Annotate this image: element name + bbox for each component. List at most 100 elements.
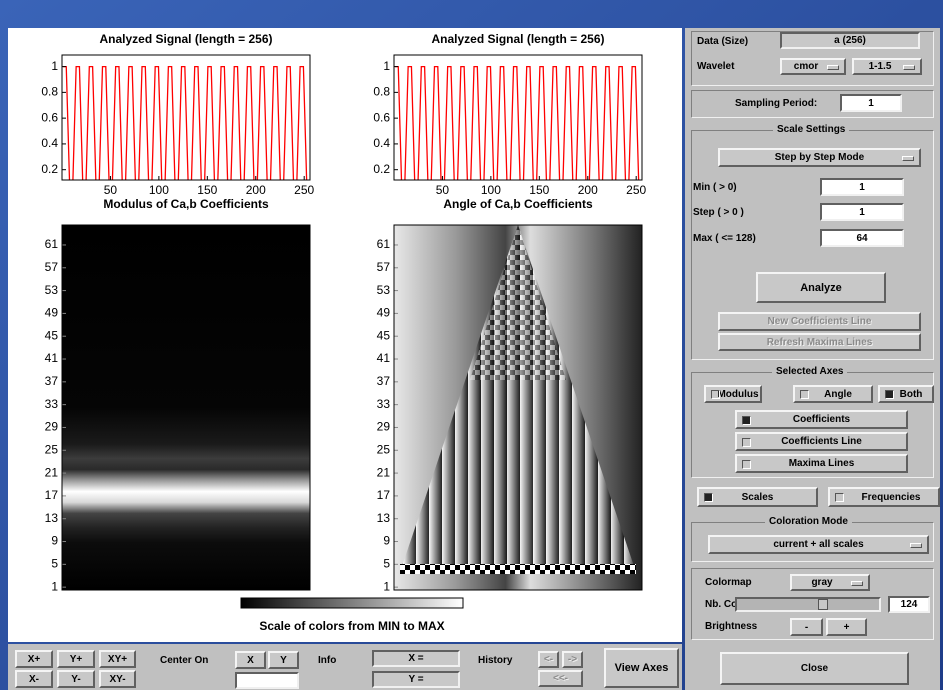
brightness-label: Brightness bbox=[705, 618, 757, 635]
center-field[interactable] bbox=[235, 672, 299, 689]
plot-title: Angle of Ca,b Coefficients bbox=[443, 197, 593, 211]
min-label: Min ( > 0) bbox=[693, 179, 737, 196]
xminus-button[interactable]: X- bbox=[15, 670, 53, 688]
nbcolors-slider[interactable] bbox=[735, 597, 881, 612]
modulus-radio[interactable]: Modulus bbox=[704, 385, 762, 403]
yminus-button[interactable]: Y- bbox=[57, 670, 95, 688]
y-tick-label: 57 bbox=[45, 260, 59, 274]
new-line-button[interactable]: New Coefficients Line bbox=[718, 312, 921, 331]
info-label: Info bbox=[318, 652, 336, 669]
y-tick-label: 53 bbox=[377, 283, 391, 297]
close-button[interactable]: Close bbox=[720, 652, 909, 685]
frequencies-text: Frequencies bbox=[862, 492, 921, 503]
coefficients-check[interactable]: Coefficients bbox=[735, 410, 908, 429]
y-tick-label: 37 bbox=[377, 374, 391, 388]
y-tick-label: 1 bbox=[51, 579, 58, 593]
y-tick-label: 9 bbox=[51, 534, 58, 548]
first-button[interactable]: <<- bbox=[538, 670, 583, 687]
y-tick-label: 49 bbox=[45, 306, 59, 320]
angle-radio[interactable]: Angle bbox=[793, 385, 873, 403]
y-tick-label: 0.2 bbox=[373, 162, 390, 176]
y-tick-label: 0.4 bbox=[41, 136, 58, 150]
y-tick-label: 29 bbox=[45, 420, 59, 434]
scales-text: Scales bbox=[742, 492, 774, 503]
colormap-popup[interactable]: gray bbox=[790, 574, 870, 591]
angle-edge bbox=[400, 564, 636, 574]
x-tick-label: 50 bbox=[436, 183, 450, 197]
x-tick-label: 200 bbox=[578, 183, 598, 197]
y-tick-label: 0.4 bbox=[373, 136, 390, 150]
plot-title: Analyzed Signal (length = 256) bbox=[431, 32, 604, 46]
max-label: Max ( <= 128) bbox=[693, 230, 756, 247]
x-tick-label: 50 bbox=[104, 183, 118, 197]
y-tick-label: 61 bbox=[377, 237, 391, 251]
coloration-title: Coloration Mode bbox=[765, 516, 852, 527]
wavelet-number[interactable]: 1-1.5 bbox=[852, 58, 922, 75]
y-tick-label: 0.8 bbox=[41, 85, 58, 99]
y-tick-label: 49 bbox=[377, 306, 391, 320]
y-tick-label: 37 bbox=[45, 374, 59, 388]
both-radio[interactable]: Both bbox=[878, 385, 934, 403]
maxima-lines-text: Maxima Lines bbox=[789, 458, 855, 469]
coefficients-line-check[interactable]: Coefficients Line bbox=[735, 432, 908, 451]
scale-mode[interactable]: Step by Step Mode bbox=[718, 148, 921, 167]
x-tick-label: 100 bbox=[149, 183, 169, 197]
center-on-label: Center On bbox=[160, 652, 208, 669]
step-value[interactable]: 1 bbox=[820, 203, 904, 221]
wavelet-label: Wavelet bbox=[697, 58, 734, 75]
scales-radio[interactable]: Scales bbox=[697, 487, 818, 507]
x-info: X = bbox=[372, 650, 460, 667]
yplus-button[interactable]: Y+ bbox=[57, 650, 95, 668]
analyze-button[interactable]: Analyze bbox=[756, 272, 886, 303]
xyplus-button[interactable]: XY+ bbox=[99, 650, 136, 668]
y-tick-label: 5 bbox=[51, 557, 58, 571]
y-tick-label: 41 bbox=[377, 351, 391, 365]
slider-thumb[interactable] bbox=[818, 599, 828, 610]
y-info: Y = bbox=[372, 671, 460, 688]
y-tick-label: 53 bbox=[45, 283, 59, 297]
colormap-label: Colormap bbox=[705, 574, 752, 591]
center-x-button[interactable]: X bbox=[235, 651, 266, 669]
frequencies-radio[interactable]: Frequencies bbox=[828, 487, 940, 507]
nbcolors-value[interactable]: 124 bbox=[888, 596, 930, 613]
brightness-plus[interactable]: + bbox=[826, 618, 867, 636]
max-value[interactable]: 64 bbox=[820, 229, 904, 247]
sampling-label: Sampling Period: bbox=[735, 95, 817, 112]
y-tick-label: 17 bbox=[45, 488, 59, 502]
page: Scale of colors from MIN to MAX Analyzed… bbox=[0, 0, 943, 690]
refresh-button[interactable]: Refresh Maxima Lines bbox=[718, 333, 921, 351]
y-tick-label: 13 bbox=[45, 511, 59, 525]
xplus-button[interactable]: X+ bbox=[15, 650, 53, 668]
y-tick-label: 25 bbox=[45, 442, 59, 456]
plot-title: Analyzed Signal (length = 256) bbox=[99, 32, 272, 46]
x-tick-label: 250 bbox=[626, 183, 646, 197]
y-tick-label: 0.8 bbox=[373, 85, 390, 99]
y-tick-label: 0.6 bbox=[373, 110, 390, 124]
y-tick-label: 0.6 bbox=[41, 110, 58, 124]
step-label: Step ( > 0 ) bbox=[693, 204, 744, 221]
back-button[interactable]: <- bbox=[538, 651, 559, 668]
colorbar-label: Scale of colors from MIN to MAX bbox=[259, 619, 444, 633]
coloration-mode[interactable]: current + all scales bbox=[708, 535, 929, 554]
xyminus-button[interactable]: XY- bbox=[99, 670, 136, 688]
y-tick-label: 13 bbox=[377, 511, 391, 525]
forward-button[interactable]: -> bbox=[562, 651, 583, 668]
wavelet-family[interactable]: cmor bbox=[780, 58, 846, 75]
center-y-button[interactable]: Y bbox=[268, 651, 299, 669]
brightness-minus[interactable]: - bbox=[790, 618, 823, 636]
y-tick-label: 0.2 bbox=[41, 162, 58, 176]
maxima-lines-check[interactable]: Maxima Lines bbox=[735, 454, 908, 473]
colorbar bbox=[241, 598, 463, 608]
both-text: Both bbox=[900, 389, 923, 400]
modulus-image bbox=[62, 225, 310, 590]
view-axes-button[interactable]: View Axes bbox=[604, 648, 679, 688]
sampling-value[interactable]: 1 bbox=[840, 94, 902, 112]
history-label: History bbox=[478, 652, 512, 669]
coefficients-line-text: Coefficients Line bbox=[781, 436, 862, 447]
y-tick-label: 45 bbox=[377, 328, 391, 342]
y-tick-label: 1 bbox=[383, 579, 390, 593]
y-tick-label: 41 bbox=[45, 351, 59, 365]
y-tick-label: 1 bbox=[51, 59, 58, 73]
min-value[interactable]: 1 bbox=[820, 178, 904, 196]
x-tick-label: 200 bbox=[246, 183, 266, 197]
